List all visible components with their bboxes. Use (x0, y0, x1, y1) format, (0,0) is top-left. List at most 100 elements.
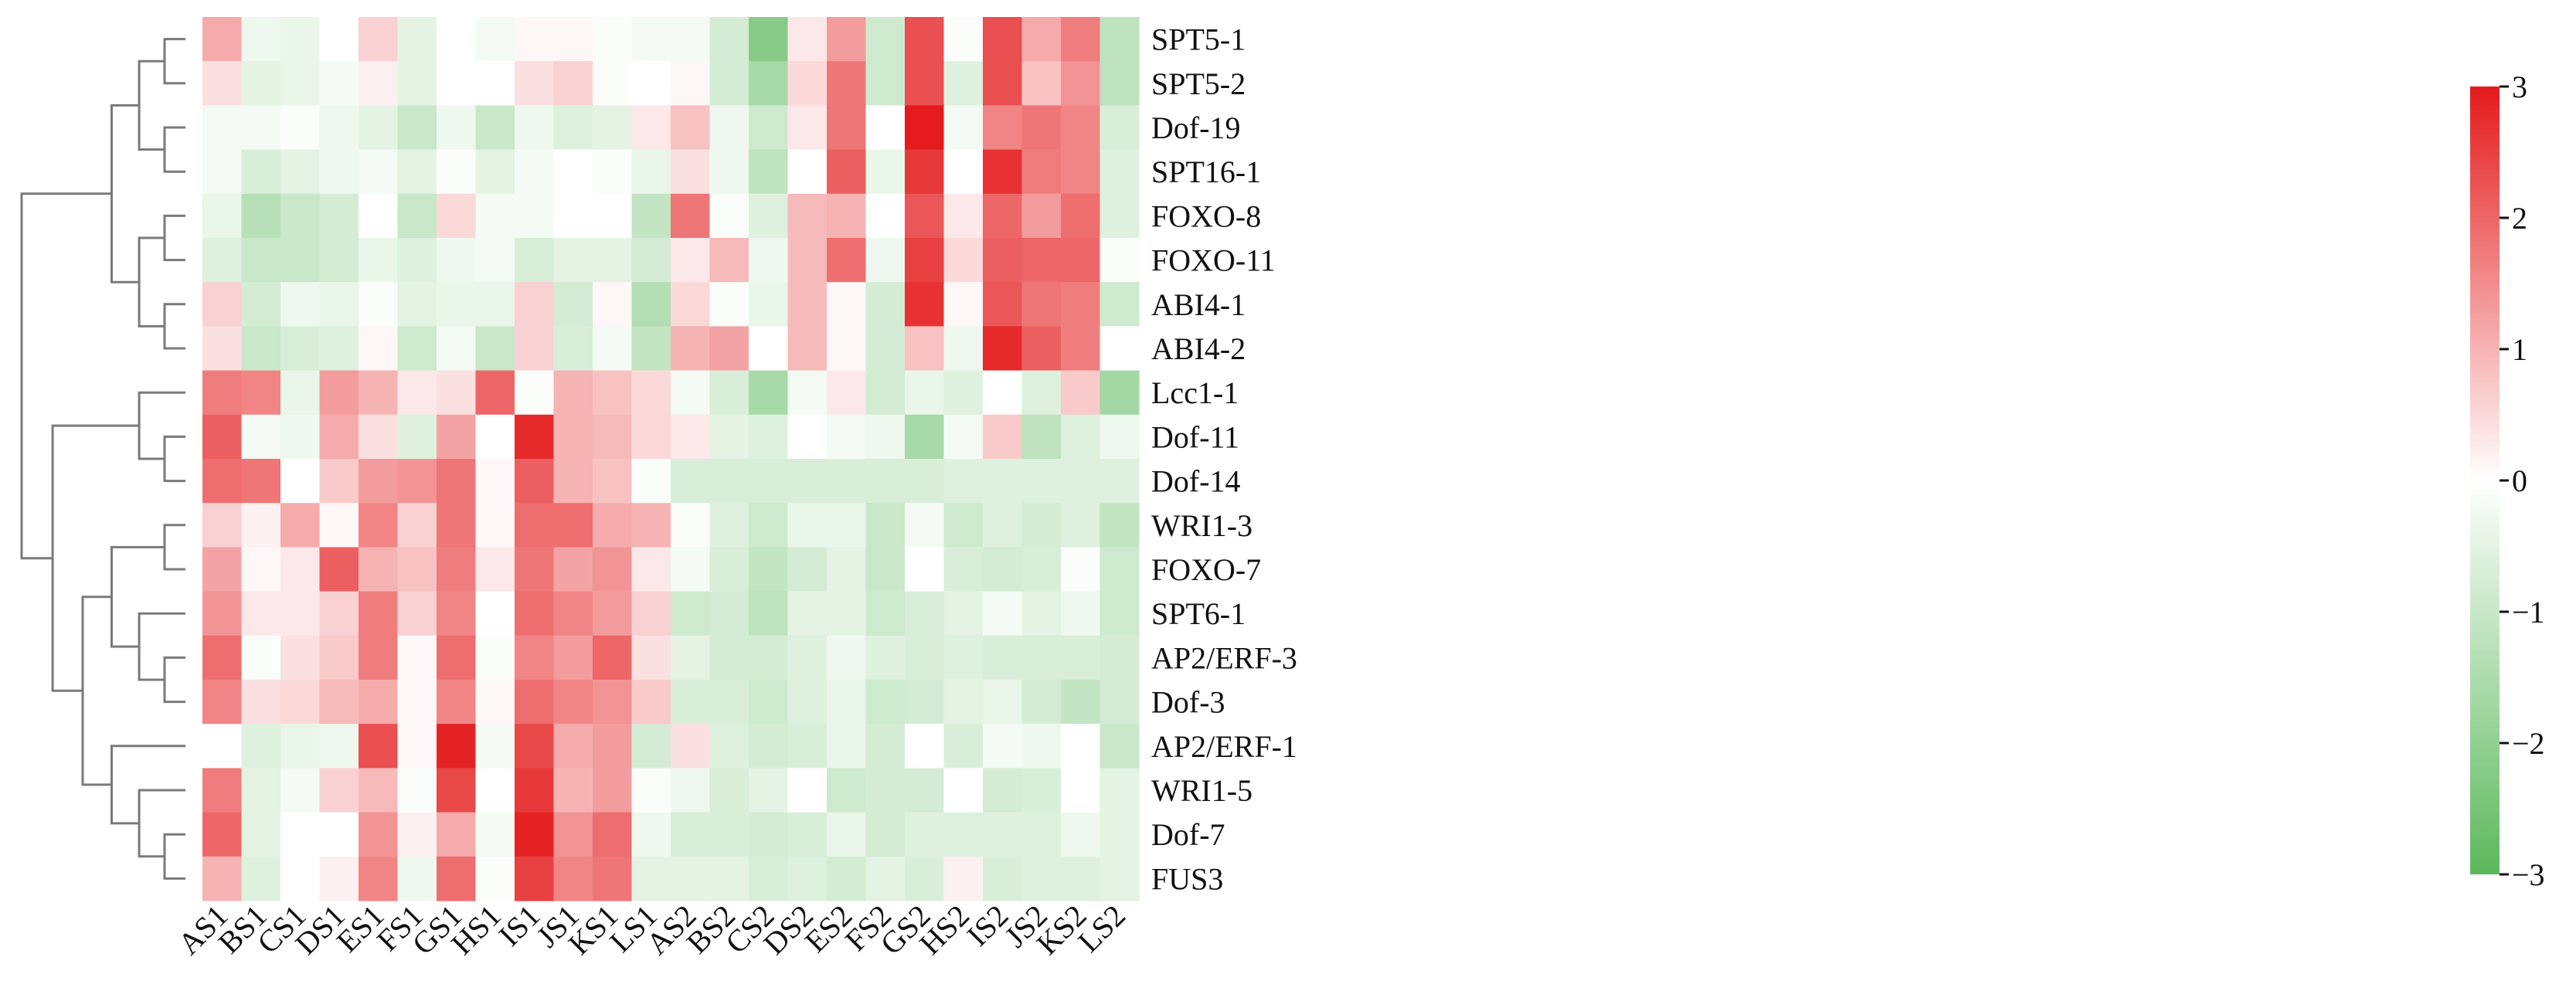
heatmap-cell (905, 105, 945, 151)
heatmap-cell (319, 149, 359, 195)
heatmap-cell (397, 414, 437, 460)
heatmap-cell (709, 635, 749, 680)
heatmap-cell (983, 238, 1023, 283)
heatmap-cell (1061, 326, 1101, 372)
heatmap-cell (437, 635, 477, 680)
heatmap-cell (827, 680, 867, 725)
heatmap-cell (827, 547, 867, 592)
heatmap-cell (787, 238, 828, 283)
heatmap-cell (671, 459, 711, 504)
row-label: SPT5-1 (1151, 22, 1246, 57)
heatmap-cell (475, 326, 515, 372)
heatmap-cell (749, 768, 789, 813)
heatmap-cell (280, 238, 321, 283)
heatmap-cell (202, 326, 243, 372)
heatmap-cell (827, 812, 867, 857)
dendrogram-branch (20, 192, 112, 560)
heatmap-cell (827, 591, 867, 636)
heatmap-cell (397, 724, 437, 769)
heatmap-cell (631, 812, 671, 857)
heatmap-cell (1099, 61, 1140, 106)
heatmap-cell (359, 812, 399, 857)
heatmap-cell (749, 724, 789, 769)
heatmap-cell (241, 856, 281, 901)
heatmap-cell (865, 680, 906, 725)
heatmap-cell (593, 282, 633, 327)
heatmap-cell (241, 282, 281, 327)
heatmap-cell (709, 105, 749, 151)
heatmap-cell (319, 61, 359, 106)
heatmap-cell (1021, 459, 1062, 504)
heatmap-cell (631, 768, 671, 813)
heatmap-cell (827, 503, 867, 548)
heatmap-cell (437, 812, 477, 857)
heatmap-cell (475, 61, 515, 106)
heatmap-cell (319, 591, 359, 636)
heatmap-cell (241, 547, 281, 592)
heatmap-cell (709, 856, 749, 901)
heatmap-cell (202, 238, 243, 283)
heatmap-cell (319, 680, 359, 725)
heatmap-cell (709, 61, 749, 106)
heatmap-cell (943, 635, 984, 680)
heatmap-cell (397, 635, 437, 680)
heatmap-cell (943, 17, 984, 62)
heatmap-cell (553, 370, 593, 416)
heatmap-cell (865, 414, 906, 460)
heatmap-cell (319, 238, 359, 283)
dendrogram-branch (138, 612, 185, 681)
heatmap-cell (1099, 503, 1140, 548)
heatmap-cell (1021, 414, 1062, 460)
heatmap-cell (437, 17, 477, 62)
row-label: AP2/ERF-1 (1151, 729, 1297, 764)
heatmap-cell (437, 149, 477, 195)
heatmap-cell (241, 238, 281, 283)
heatmap-cell (553, 105, 593, 151)
heatmap-cell (515, 635, 555, 680)
row-label: Dof-11 (1151, 419, 1239, 454)
heatmap-cell (553, 680, 593, 725)
heatmap-cell (983, 149, 1023, 195)
heatmap-cell (631, 635, 671, 680)
heatmap-cell (983, 61, 1023, 106)
row-label: WRI1-5 (1151, 773, 1252, 808)
heatmap-cell (787, 503, 828, 548)
heatmap-cell (943, 812, 984, 857)
heatmap-cell (475, 459, 515, 504)
heatmap-cell (280, 282, 321, 327)
heatmap-cell (1021, 635, 1062, 680)
heatmap-cell (437, 680, 477, 725)
dendrogram-branch (163, 656, 185, 704)
heatmap-cell (241, 812, 281, 857)
heatmap-cell (943, 61, 984, 106)
row-label: Dof-19 (1151, 110, 1241, 145)
heatmap-cell (631, 547, 671, 592)
heatmap-cell (1061, 503, 1101, 548)
heatmap-cell (319, 326, 359, 372)
heatmap-cell (515, 414, 555, 460)
heatmap-cell (671, 768, 711, 813)
heatmap-cell (905, 856, 945, 901)
heatmap-cell (359, 591, 399, 636)
heatmap-cell (983, 193, 1023, 239)
heatmap-cell (1021, 547, 1062, 592)
heatmap-cell (1021, 724, 1062, 769)
heatmap-cell (943, 724, 984, 769)
heatmap-cell (787, 459, 828, 504)
heatmap-cell (1021, 238, 1062, 283)
heatmap-cell (905, 149, 945, 195)
heatmap-cell (943, 370, 984, 416)
row-label: Lcc1-1 (1151, 375, 1239, 410)
heatmap-cell (671, 724, 711, 769)
heatmap-cell (671, 856, 711, 901)
heatmap-cell (905, 326, 945, 372)
heatmap-cell (983, 812, 1023, 857)
heatmap-cell (1061, 370, 1101, 416)
heatmap-cell (865, 591, 906, 636)
heatmap-cell (593, 149, 633, 195)
heatmap-cell (631, 414, 671, 460)
heatmap-cell (319, 414, 359, 460)
heatmap-cell (515, 326, 555, 372)
heatmap-cell (943, 105, 984, 151)
heatmap-cell (280, 547, 321, 592)
